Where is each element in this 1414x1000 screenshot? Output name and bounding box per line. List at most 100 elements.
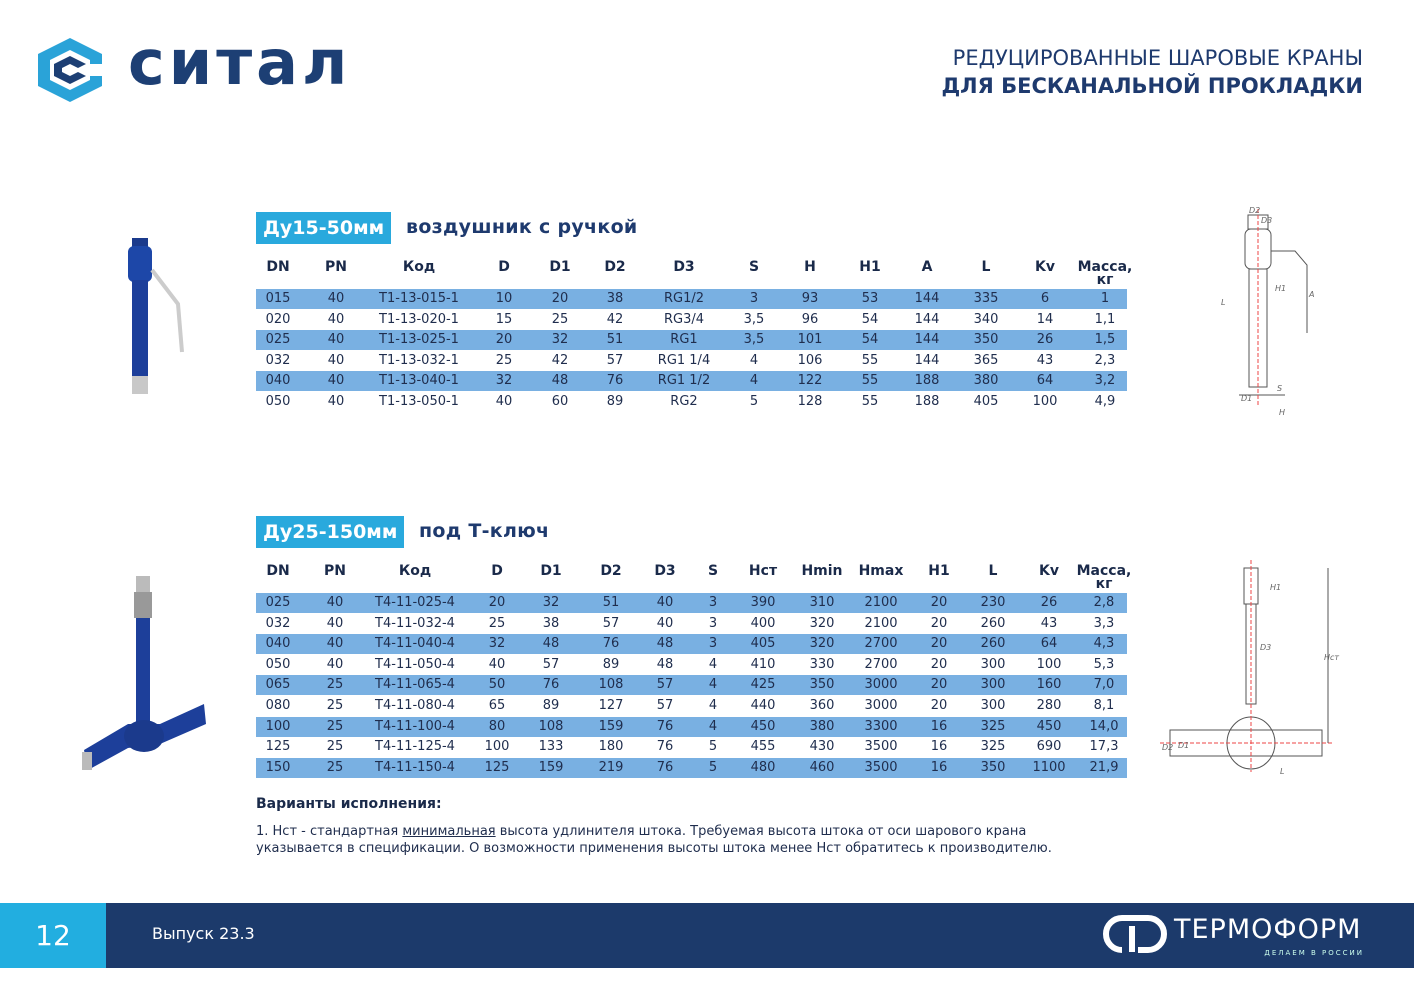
column-header: D [491, 563, 503, 579]
row-stripe [256, 675, 1127, 696]
cell: 89 [602, 656, 620, 672]
row-stripe [256, 330, 1127, 351]
cell: 80 [488, 718, 506, 734]
cell: 188 [914, 394, 940, 409]
cell: RG1/2 [663, 291, 705, 306]
cell: T1-13-032-1 [379, 352, 459, 368]
dimension-label: H [1279, 408, 1285, 417]
brand-icon [1103, 915, 1167, 953]
cell: T1-13-050-1 [379, 394, 459, 409]
cell: 32 [488, 636, 506, 652]
cell: 159 [538, 759, 564, 775]
cell: 65 [488, 698, 506, 713]
cell: 160 [1036, 677, 1062, 693]
dimension-label: D2 [1249, 206, 1260, 215]
tagline: ДЕЛАЕМ В РОССИИ [1264, 949, 1364, 957]
cell: 440 [750, 698, 776, 713]
cell: 100 [1032, 394, 1058, 409]
footer-bar [0, 903, 1414, 968]
cell: 20 [930, 636, 948, 652]
cell: 144 [914, 311, 940, 327]
cell: 48 [542, 636, 560, 652]
cell: 20 [930, 595, 948, 610]
column-header: Hmax [858, 563, 904, 579]
cell: 42 [606, 311, 624, 327]
cell: 4 [708, 656, 718, 672]
cell: 76 [542, 677, 560, 693]
cell: 16 [930, 718, 948, 734]
cell: 40 [326, 656, 344, 672]
cell: 144 [914, 352, 940, 368]
row-stripe [256, 634, 1127, 655]
dimension-label: D3 [1261, 216, 1272, 225]
cell: 460 [809, 759, 835, 775]
cell: 40 [326, 615, 344, 631]
row-stripe [256, 371, 1127, 392]
column-header: Нст [748, 563, 778, 579]
cell: 050 [265, 394, 291, 409]
cell: 89 [542, 698, 560, 713]
cell: 25 [326, 718, 344, 734]
cell: 26 [1036, 332, 1054, 348]
cell: 128 [797, 394, 823, 409]
cell: 260 [980, 636, 1006, 652]
cell: 57 [542, 656, 560, 672]
cell: 14 [1036, 311, 1054, 327]
cell: 3,3 [1093, 615, 1115, 631]
dimension-label: Hст [1324, 653, 1339, 662]
note-part: 1. Нст - стандартная [256, 824, 403, 839]
cell: 450 [750, 718, 776, 734]
cell: 96 [801, 311, 819, 327]
diagram: H1 D3 Hст D2 D1 L [1160, 560, 1339, 776]
cell: 100 [265, 718, 291, 734]
cell: 080 [265, 698, 291, 713]
cell: 015 [265, 291, 291, 306]
cell: 51 [606, 332, 624, 348]
cell: 40 [326, 595, 344, 610]
cell: 260 [980, 615, 1006, 631]
cell: 4 [708, 698, 718, 713]
product-image [82, 576, 206, 770]
cell: 60 [551, 394, 569, 409]
cell: T4-11-125-4 [375, 739, 455, 755]
cell: RG1 1/4 [657, 352, 711, 368]
column-header: D2 [600, 563, 622, 579]
column-header: Код [402, 259, 436, 275]
cell: 350 [973, 332, 999, 348]
cell: 32 [551, 332, 569, 348]
cell: 40 [488, 656, 506, 672]
cell: 150 [265, 759, 291, 775]
cell: 335 [973, 291, 999, 306]
column-header: Kv [1035, 259, 1055, 275]
page-number: 12 [0, 903, 106, 968]
cell: 410 [750, 656, 776, 672]
column-header: D2 [604, 259, 626, 275]
brand: ТЕРМОФОРМ [1174, 914, 1362, 945]
badge: Ду15-50мм [256, 212, 392, 244]
column-header: Kv [1039, 563, 1059, 579]
column-header: H [804, 259, 816, 275]
row-stripe [256, 593, 1127, 613]
cell: 122 [797, 373, 823, 389]
dimension-label: L [1280, 767, 1284, 776]
cell: 57 [602, 615, 620, 631]
cell: 64 [1040, 636, 1058, 652]
dimension-label: A [1308, 290, 1314, 299]
cell: 8,1 [1093, 698, 1115, 713]
cell: 350 [980, 759, 1006, 775]
cell: 4 [749, 352, 759, 368]
cell: 1,5 [1094, 332, 1116, 348]
cell: 20 [930, 698, 948, 713]
cell: 050 [265, 656, 291, 672]
cell: 57 [656, 677, 674, 693]
cell: 180 [598, 739, 624, 755]
cell: 100 [1036, 656, 1062, 672]
cell: 125 [265, 739, 291, 755]
cell: 38 [542, 615, 560, 631]
cell: 25 [326, 698, 344, 713]
cell: RG2 [670, 394, 698, 409]
cell: 3 [708, 595, 718, 610]
cell: 25 [326, 677, 344, 693]
